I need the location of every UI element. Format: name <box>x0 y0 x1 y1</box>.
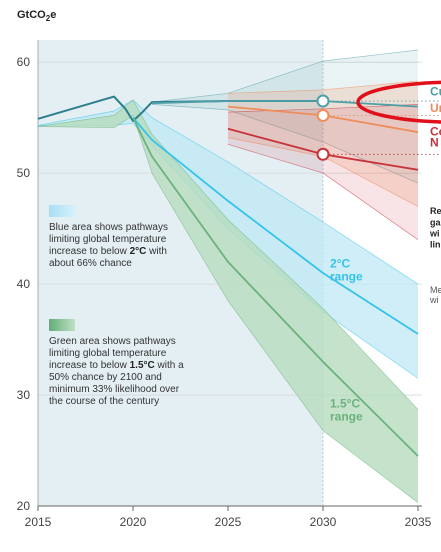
right-label-6: wi <box>429 228 440 238</box>
y-tick-30: 30 <box>17 388 31 402</box>
x-tick-2020: 2020 <box>120 515 147 529</box>
x-tick-2030: 2030 <box>310 515 337 529</box>
right-label-3: N <box>430 136 439 150</box>
series-current-policy <box>151 100 419 108</box>
y-tick-20: 20 <box>17 499 31 513</box>
band-conditional-range <box>228 104 418 240</box>
label-1-5c-range: 1.5°C range <box>330 396 363 423</box>
marker-2030-current-policy <box>316 94 330 108</box>
right-label-9: wi <box>429 295 439 305</box>
band-upper-unconditional-range <box>227 80 419 94</box>
right-label-7: lin <box>430 239 441 249</box>
y-tick-50: 50 <box>17 166 31 180</box>
series-1-5-c-pathway-median <box>132 117 419 457</box>
legend-blue-swatch <box>49 205 75 217</box>
band-1-5-c-range <box>38 99 418 503</box>
band-upper-current-policy-range <box>151 49 419 103</box>
right-label-2: Co <box>430 124 441 138</box>
band-upper-conditional-range <box>227 104 419 113</box>
legend-green-swatch <box>49 319 75 331</box>
x-tick-2015: 2015 <box>25 515 52 529</box>
legend-blue-text: Blue area shows pathways limiting global… <box>49 222 168 269</box>
band-current-policy-range <box>152 50 418 184</box>
right-label-8: Me <box>430 285 441 295</box>
series-2-c-pathway-median <box>132 117 419 335</box>
x-tick-2035: 2035 <box>405 515 432 529</box>
marker-2030-unconditional-ndcs <box>316 108 330 122</box>
band-upper-1-5-c-range <box>37 99 419 410</box>
marker-2030-conditional-ndcs <box>316 147 330 161</box>
right-label-1: Un <box>430 101 441 115</box>
label-2c-range: 2°C range <box>330 256 363 283</box>
band-lower-conditional-range <box>227 143 419 240</box>
right-label-4: Re <box>430 206 441 216</box>
callout-ellipse <box>356 80 441 124</box>
x-tick-2025: 2025 <box>215 515 242 529</box>
y-tick-60: 60 <box>17 55 31 69</box>
right-label-5: ga <box>430 217 441 227</box>
y-axis-unit-label: GtCO2e <box>17 9 57 24</box>
legend-green-text: Green area shows pathways limiting globa… <box>49 336 184 407</box>
band-upper-2-c-range <box>37 99 419 285</box>
right-label-0: Cu <box>430 84 441 98</box>
y-tick-40: 40 <box>17 277 31 291</box>
band-lower-1-5-c-range <box>37 114 419 503</box>
